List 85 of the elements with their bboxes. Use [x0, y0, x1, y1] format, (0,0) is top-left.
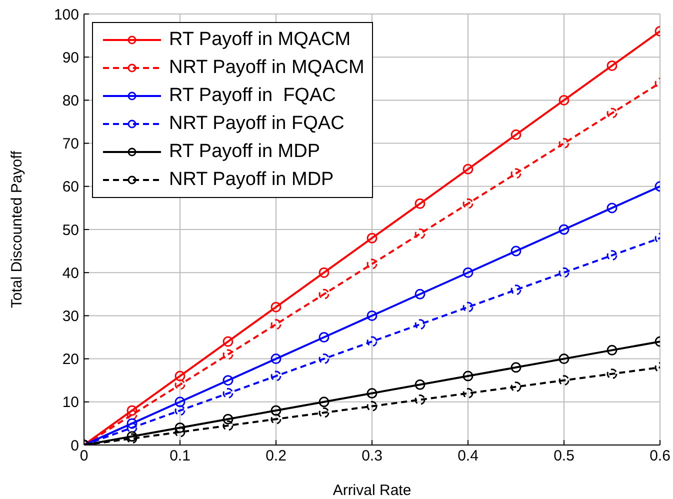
point [270, 319, 282, 330]
point [462, 267, 474, 278]
point [222, 414, 234, 424]
legend-label: NRT Payoff in MDP [169, 169, 334, 191]
point [270, 405, 282, 416]
legend-label: RT Payoff in MQACM [169, 29, 351, 51]
point [558, 267, 570, 278]
point [174, 405, 186, 416]
point [462, 198, 474, 209]
point [414, 228, 426, 240]
x-tick-label: 0.1 [170, 448, 190, 465]
point [318, 332, 330, 342]
point [366, 336, 378, 347]
point [414, 319, 426, 330]
point [174, 379, 186, 390]
point [606, 250, 618, 261]
point [558, 224, 570, 235]
legend-label: RT Payoff in MDP [169, 141, 320, 163]
point [510, 246, 522, 256]
point [174, 396, 186, 408]
point [270, 354, 282, 364]
point [414, 379, 426, 390]
point [222, 336, 234, 347]
y-tick-label: 60 [62, 178, 79, 196]
point [126, 418, 138, 429]
legend-label: NRT Payoff in MQACM [169, 57, 364, 79]
point [222, 349, 234, 360]
point [414, 198, 426, 209]
point [510, 382, 522, 392]
y-tick-label: 20 [62, 351, 79, 368]
y-tick-label: 30 [62, 308, 79, 326]
point [270, 414, 282, 424]
point [174, 422, 186, 434]
point [558, 138, 570, 149]
point [366, 400, 378, 412]
point [510, 129, 522, 140]
point [606, 108, 618, 118]
point [366, 258, 378, 270]
point [414, 394, 426, 405]
x-tick-label: 0.5 [554, 448, 574, 465]
x-tick-label: 0.6 [650, 448, 670, 465]
y-tick-label: 10 [62, 394, 79, 412]
point [558, 375, 570, 386]
legend-label: RT Payoff in FQAC [169, 85, 336, 107]
point [558, 94, 570, 106]
y-tick-label: 70 [62, 136, 79, 153]
point [222, 375, 234, 386]
point [366, 232, 378, 244]
y-tick-label: 80 [62, 92, 79, 110]
point [558, 354, 570, 364]
point [510, 284, 522, 296]
y-tick-label: 40 [62, 264, 79, 282]
point [318, 396, 330, 408]
point [366, 310, 378, 321]
point [318, 354, 330, 364]
x-tick-label: 0.4 [458, 448, 478, 465]
y-tick-label: 50 [62, 222, 79, 239]
point [318, 267, 330, 278]
point [366, 388, 378, 399]
point [606, 368, 618, 380]
y-tick-label: 100 [54, 6, 79, 24]
point [174, 370, 186, 382]
point [606, 202, 618, 214]
point [126, 405, 138, 416]
point [510, 168, 522, 179]
y-axis-title: Total Discounted Payoff [8, 150, 26, 308]
point [510, 362, 522, 373]
point [606, 344, 618, 356]
point [462, 388, 474, 399]
x-axis-title: Arrival Rate [332, 482, 412, 499]
point [462, 302, 474, 312]
y-tick-label: 90 [62, 49, 79, 66]
point [270, 370, 282, 382]
point [462, 370, 474, 382]
point [318, 407, 330, 418]
point [414, 288, 426, 300]
x-tick-label: 0.2 [266, 448, 286, 465]
legend-label: NRT Payoff in FQAC [169, 113, 344, 135]
point [318, 288, 330, 300]
point [270, 302, 282, 312]
point [222, 388, 234, 399]
point [606, 60, 618, 71]
point [222, 420, 234, 431]
x-tick-label: 0.3 [362, 448, 382, 465]
point [462, 164, 474, 174]
